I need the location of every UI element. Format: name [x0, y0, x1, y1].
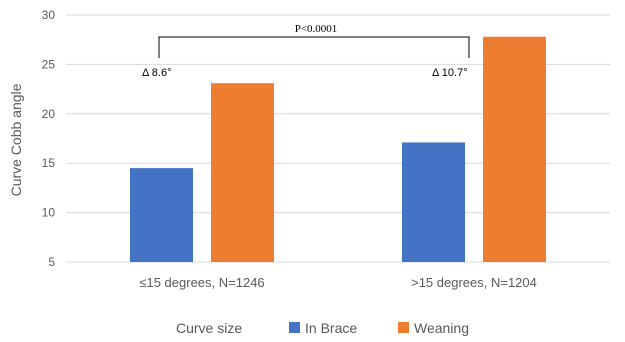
p-value-label: P<0.0001 [295, 23, 338, 35]
bar-weaning [211, 83, 274, 262]
y-tick-label: 15 [42, 156, 56, 170]
bar-in-brace [130, 168, 193, 262]
y-axis-ticks: 5 10 15 20 25 30 [42, 8, 56, 269]
legend-swatch-weaning [398, 322, 409, 333]
x-category-label: ≤15 degrees, N=1246 [139, 275, 264, 290]
delta-annotation: Δ 8.6° [142, 67, 172, 79]
bar-in-brace [402, 142, 465, 262]
bars [130, 36, 546, 263]
y-tick-label: 30 [42, 8, 56, 22]
y-tick-label: 10 [42, 206, 56, 220]
delta-annotation: Δ 10.7° [432, 67, 468, 79]
delta-annotations: Δ 8.6° Δ 10.7° [142, 67, 468, 79]
y-tick-label: 5 [48, 255, 55, 269]
legend-label: In Brace [305, 320, 357, 336]
y-tick-label: 20 [42, 107, 56, 121]
legend-label: Weaning [414, 320, 469, 336]
legend-title: Curve size [176, 320, 242, 336]
legend: Curve size In Brace Weaning [176, 320, 469, 336]
significance-bracket: P<0.0001 [158, 23, 470, 58]
x-category-label: >15 degrees, N=1204 [411, 275, 537, 290]
legend-swatch-in-brace [289, 322, 300, 333]
y-tick-label: 25 [42, 57, 56, 71]
y-axis-label: Curve Cobb angle [8, 83, 24, 196]
bar-weaning [483, 36, 546, 263]
category-labels: ≤15 degrees, N=1246 >15 degrees, N=1204 [139, 275, 537, 290]
bracket-line [158, 36, 470, 58]
